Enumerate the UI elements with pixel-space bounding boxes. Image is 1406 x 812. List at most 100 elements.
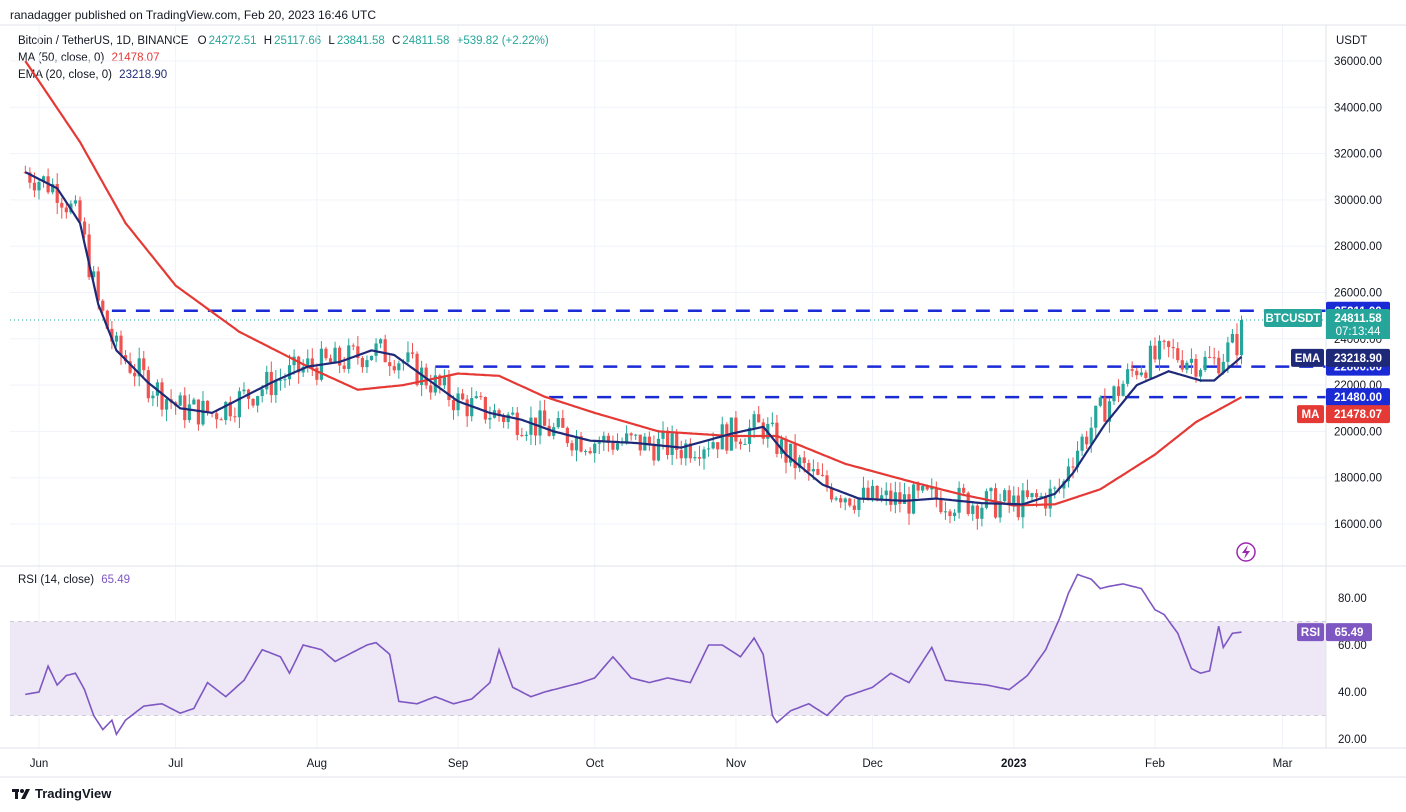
candle-body bbox=[310, 358, 314, 368]
candle-body bbox=[451, 400, 456, 411]
candle-body bbox=[1198, 370, 1203, 377]
candle-body bbox=[219, 419, 223, 421]
candle bbox=[1121, 380, 1125, 397]
candle-body bbox=[369, 355, 374, 361]
price-tick-label: 18000.00 bbox=[1334, 473, 1382, 485]
candle bbox=[169, 389, 173, 410]
tradingview-footer[interactable]: TradingView bbox=[12, 786, 111, 801]
candle-body bbox=[242, 389, 246, 392]
candle bbox=[1153, 337, 1157, 363]
lightning-icon[interactable] bbox=[1236, 542, 1256, 562]
candle bbox=[101, 299, 105, 314]
candle-body bbox=[916, 484, 920, 491]
candle bbox=[219, 417, 223, 421]
candle-body bbox=[233, 416, 237, 418]
candle bbox=[1230, 328, 1235, 344]
candle-body bbox=[278, 379, 283, 381]
candle-body bbox=[64, 207, 68, 213]
candle-body bbox=[128, 361, 132, 373]
candle-body bbox=[834, 498, 838, 500]
candle-body bbox=[429, 385, 433, 393]
price-labels: 25211.00 22800.00 21480.00 24811.5807:13:44… bbox=[1264, 301, 1390, 642]
candle bbox=[738, 438, 743, 450]
candle bbox=[205, 400, 210, 416]
ma-line bbox=[24, 60, 1243, 507]
candle-body bbox=[1126, 369, 1130, 384]
candle-body bbox=[1048, 488, 1052, 509]
candle-body bbox=[424, 367, 428, 386]
candle bbox=[201, 391, 205, 427]
candle-body bbox=[930, 487, 934, 490]
candle-body bbox=[925, 485, 929, 490]
candle-body bbox=[78, 200, 82, 222]
candle bbox=[693, 451, 697, 462]
candle bbox=[788, 443, 793, 467]
candle-body bbox=[82, 221, 87, 235]
candle bbox=[479, 392, 483, 400]
candle-body bbox=[1180, 360, 1184, 370]
candle-body bbox=[319, 348, 324, 380]
candle bbox=[1053, 486, 1057, 499]
candle-body bbox=[461, 393, 465, 400]
ema-value-label-bg bbox=[1326, 348, 1390, 367]
candle-body bbox=[215, 413, 219, 420]
candle-body bbox=[1103, 397, 1107, 422]
candle bbox=[1180, 350, 1184, 373]
candle-body bbox=[101, 300, 105, 311]
candle bbox=[975, 502, 979, 530]
candle bbox=[306, 349, 310, 373]
symbol-legend: Bitcoin / TetherUS, 1D, BINANCE O 24272.5… bbox=[18, 35, 549, 47]
candle bbox=[1203, 350, 1207, 373]
candle-body bbox=[392, 366, 396, 371]
candle-body bbox=[1171, 347, 1175, 349]
candle-body bbox=[620, 442, 624, 444]
candle bbox=[474, 391, 478, 400]
candle bbox=[251, 398, 255, 408]
candle bbox=[984, 488, 989, 510]
candle-body bbox=[1025, 490, 1030, 498]
candle-body bbox=[1194, 358, 1198, 377]
rsi-line bbox=[25, 573, 1242, 737]
candle bbox=[729, 417, 733, 451]
candle bbox=[752, 410, 756, 438]
candle bbox=[92, 265, 96, 280]
candle bbox=[447, 369, 451, 407]
candle-body bbox=[1208, 356, 1212, 358]
candle-body bbox=[984, 491, 989, 508]
candle bbox=[966, 491, 970, 517]
rsi-name-tag-text: RSI bbox=[1301, 627, 1320, 639]
low-label: L bbox=[328, 35, 335, 47]
candle-body bbox=[670, 433, 674, 456]
candle-body bbox=[588, 451, 592, 454]
candle-body bbox=[952, 512, 957, 517]
candle-body bbox=[155, 382, 160, 396]
candle bbox=[164, 398, 169, 422]
candle bbox=[511, 406, 515, 416]
ema-line bbox=[24, 171, 1243, 506]
candle-body bbox=[360, 358, 365, 368]
candle-body bbox=[401, 361, 405, 364]
price-tick-label: 34000.00 bbox=[1334, 102, 1382, 114]
candle-body bbox=[870, 485, 875, 499]
candle bbox=[520, 427, 524, 438]
candle bbox=[889, 482, 893, 512]
horizontal-levels bbox=[111, 309, 1326, 399]
candle bbox=[55, 173, 59, 215]
candle-body bbox=[902, 494, 907, 504]
price-tick-label: 26000.00 bbox=[1334, 288, 1382, 300]
candle-body bbox=[160, 382, 164, 410]
candle bbox=[401, 359, 405, 371]
candle-body bbox=[907, 494, 911, 514]
candle bbox=[283, 373, 287, 388]
candle-body bbox=[192, 399, 196, 405]
candle-body bbox=[105, 310, 109, 329]
candle-body bbox=[597, 442, 601, 444]
candle bbox=[1126, 363, 1130, 387]
ema-legend: EMA (20, close, 0) 23218.90 bbox=[18, 69, 167, 81]
candle-body bbox=[1107, 401, 1112, 422]
candle-body bbox=[1135, 370, 1139, 376]
candle bbox=[802, 450, 806, 473]
candle-body bbox=[306, 358, 310, 367]
candle-body bbox=[1221, 361, 1225, 374]
